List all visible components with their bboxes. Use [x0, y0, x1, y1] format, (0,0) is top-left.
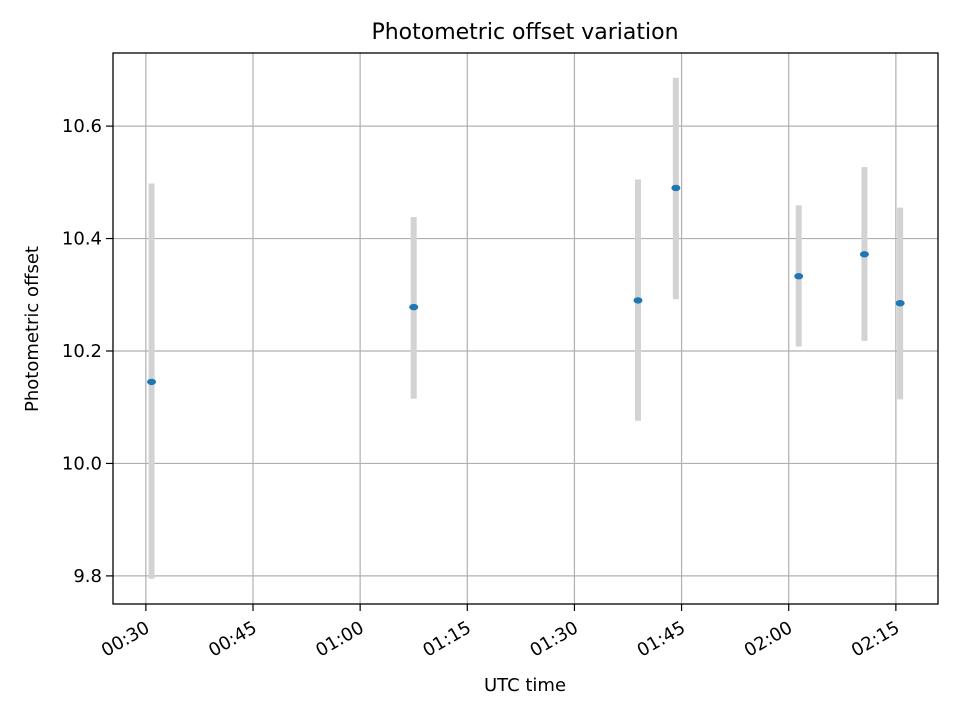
chart-title: Photometric offset variation	[371, 20, 678, 45]
y-tick-label: 10.2	[62, 341, 102, 362]
x-tick-label: 01:45	[634, 617, 689, 661]
y-tick-label: 10.4	[62, 229, 102, 250]
x-tick-label: 01:15	[419, 617, 474, 661]
y-axis-label: Photometric offset	[22, 246, 43, 412]
x-tick-label: 00:45	[205, 617, 260, 661]
x-tick-label: 01:00	[312, 617, 367, 661]
grid-lines	[113, 53, 938, 604]
data-point	[409, 303, 419, 311]
data-point	[794, 273, 804, 280]
error-bars	[148, 77, 904, 579]
plot-frame	[112, 52, 939, 605]
y-tick-label: 9.8	[73, 566, 102, 587]
x-axis-label: UTC time	[484, 675, 566, 696]
x-tick-label: 00:30	[98, 617, 153, 661]
data-point	[147, 378, 157, 386]
data-point	[895, 299, 905, 307]
x-tick-label: 02:00	[741, 617, 796, 661]
y-tick-label: 10.6	[62, 116, 102, 137]
x-tick-label: 02:15	[848, 617, 903, 661]
data-point	[671, 184, 681, 192]
y-tick-label: 10.0	[62, 453, 102, 474]
x-tick-label: 01:30	[527, 617, 582, 661]
data-point	[859, 251, 869, 258]
y-axis-ticks: 9.8 10.0 10.2 10.4 10.6	[62, 116, 113, 587]
data-points	[147, 184, 905, 386]
x-axis-ticks: 00:30 00:45 01:00 01:15 01:30 01:45 02:00 02:15	[98, 604, 903, 661]
data-point	[633, 297, 643, 304]
